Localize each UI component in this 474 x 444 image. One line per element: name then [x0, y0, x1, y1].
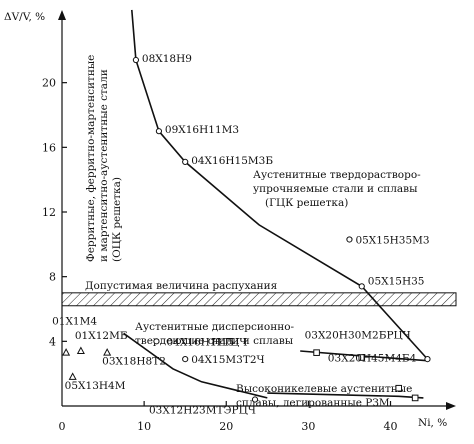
data-point	[103, 348, 112, 356]
svg-text:Высоконикелевые аустенитные: Высоконикелевые аустенитные	[236, 383, 412, 395]
data-point	[155, 128, 163, 135]
data-point	[346, 236, 353, 243]
high-nickel-label: Высоконикелевые аустенитные сплавы, леги…	[236, 383, 412, 409]
point-label: 09Х16Н11М3	[165, 124, 239, 136]
x-tick-label: 20	[219, 420, 233, 433]
x-tick-label: 10	[137, 420, 151, 433]
y-axis-arrow	[58, 10, 66, 20]
x-tick-label: 30	[301, 420, 315, 433]
point-label: 04Х16Н15М3Б	[191, 155, 273, 167]
point-label: 08Х18Н9	[142, 53, 192, 65]
svg-text:Ферритные, ферритно-мартенситн: Ферритные, ферритно-мартенситные	[85, 55, 97, 262]
y-tick-label: 8	[49, 271, 56, 284]
data-point	[132, 56, 140, 64]
point-label: 01Х1М4	[52, 316, 97, 328]
origin-label: 0	[59, 420, 66, 433]
series-2-curve	[123, 332, 268, 399]
y-ticks: 4 8 12 16 20	[42, 77, 67, 348]
data-point	[62, 348, 71, 356]
svg-text:и мартенситно-аустенитные стал: и мартенситно-аустенитные стали	[98, 69, 110, 262]
data-point	[358, 283, 365, 290]
point-label: 01Х12МБ	[75, 330, 128, 342]
x-axis-title: Ni, %	[418, 417, 447, 429]
data-point	[68, 372, 77, 380]
y-tick-label: 4	[49, 335, 56, 348]
austenitic-dispersion-label: Аустенитные дисперсионно- твердеющие ста…	[135, 321, 295, 347]
point-label: 03Х12Н23МТЭРЦЧ	[149, 405, 256, 417]
data-point	[153, 338, 160, 345]
data-point	[182, 158, 189, 165]
svg-text:твердеющие стали и сплавы: твердеющие стали и сплавы	[135, 335, 293, 347]
austenitic-solid-solution-label: Аустенитные твердораствoро- упрочняемые …	[253, 169, 421, 209]
point-label: 05Х15Н35	[368, 275, 425, 287]
allowable-swelling-label: Допустимая величина распухания	[85, 280, 278, 292]
svg-text:(ОЦК решетка): (ОЦК решетка)	[111, 177, 123, 262]
data-point	[395, 384, 403, 392]
x-tick-label: 40	[384, 420, 398, 433]
point-label: Н15	[212, 336, 235, 348]
point-label: 05Х15Н35М3	[355, 234, 429, 246]
svg-text:сплавы, легированные РЗМ: сплавы, легированные РЗМ	[236, 397, 390, 409]
point-label: 04Х15М3Т2Ч	[191, 354, 264, 366]
x-ticks: 10 20 30 40	[137, 401, 398, 433]
data-point	[313, 349, 320, 356]
points	[62, 56, 431, 403]
data-point	[251, 396, 259, 403]
data-point	[424, 356, 431, 363]
svg-text:(ГЦК решетка): (ГЦК решетка)	[265, 197, 348, 209]
data-point	[411, 394, 419, 402]
svg-text:упрочняемые стали и сплавы: упрочняемые стали и сплавы	[253, 183, 417, 195]
svg-text:Аустенитные твердораствoро-: Аустенитные твердораствoро-	[253, 169, 421, 181]
y-tick-label: 12	[42, 206, 56, 219]
y-axis-title: ΔV/V, %	[4, 11, 45, 23]
y-tick-label: 20	[42, 77, 56, 90]
data-point	[76, 346, 85, 355]
point-label: 03Х18Н8Т2	[102, 356, 166, 368]
point-label: 04Х16Н11ТЦЧ	[166, 336, 247, 348]
data-point	[182, 356, 189, 363]
point-label: 03Х20Н45М4Б4	[328, 353, 417, 365]
x-axis-arrow	[446, 402, 456, 410]
allowable-swelling-band	[61, 292, 457, 307]
point-label: 05Х13Н4М	[65, 380, 126, 392]
y-tick-label: 16	[42, 141, 56, 154]
point-label: 03Х20Н30М2БРЦЧ	[305, 330, 411, 342]
point-labels: 08Х18Н9 09Х16Н11М3 04Х16Н15М3Б 05Х15Н35М3 05…	[52, 53, 429, 417]
ferritic-region-label: Ферритные, ферритно-мартенситные и марте…	[85, 55, 123, 262]
series-4-curve	[267, 392, 424, 399]
svg-text:Аустенитные дисперсионно-: Аустенитные дисперсионно-	[135, 321, 295, 333]
data-point	[358, 354, 366, 361]
